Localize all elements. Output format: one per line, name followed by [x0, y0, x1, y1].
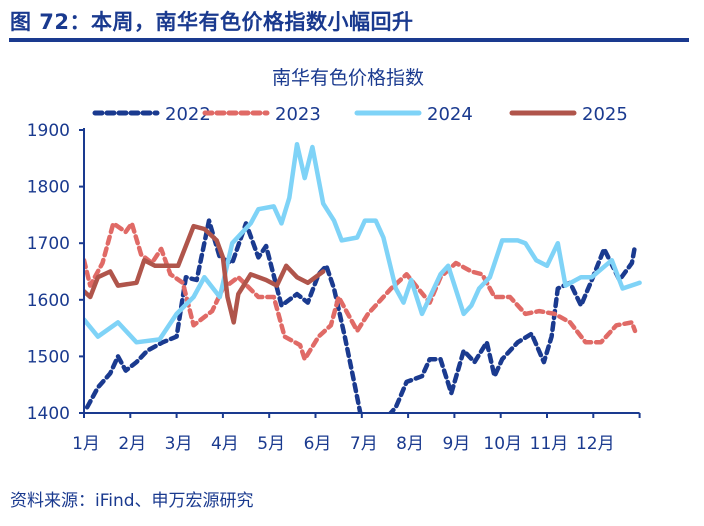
series-line-2024 — [84, 141, 642, 345]
x-tick-label: 3月 — [165, 434, 193, 454]
y-tick-label: 1800 — [27, 178, 70, 198]
source-note: 资料来源：iFind、申万宏源研究 — [10, 491, 254, 511]
y-tick-label: 1700 — [27, 234, 70, 254]
x-tick-label: 9月 — [442, 434, 470, 454]
legend-label-2025: 2025 — [582, 104, 628, 125]
series-line-2025 — [84, 223, 326, 325]
x-tick-label: 1月 — [72, 434, 100, 454]
legend-label-2022: 2022 — [165, 104, 211, 125]
series-line-2022 — [84, 218, 638, 413]
y-tick-label: 1500 — [27, 347, 70, 367]
y-tick-label: 1900 — [27, 121, 70, 141]
x-tick-label: 4月 — [211, 434, 239, 454]
x-tick-label: 12月 — [576, 434, 615, 454]
legend-label-2024: 2024 — [427, 104, 473, 125]
legend: 2022 2023 2024 2025 — [92, 104, 628, 125]
x-tick-label: 6月 — [304, 434, 332, 454]
x-tick-label: 5月 — [257, 434, 285, 454]
series-group — [84, 141, 642, 413]
x-tick-label: 7月 — [350, 434, 378, 454]
title-divider — [9, 38, 689, 42]
x-tick-label: 8月 — [396, 434, 424, 454]
x-tick-label: 10月 — [483, 434, 522, 454]
x-tick-label: 2月 — [118, 434, 146, 454]
y-tick-label: 1600 — [27, 291, 70, 311]
chart-title: 南华有色价格指数 — [272, 67, 424, 89]
y-tick-label: 1400 — [27, 404, 70, 424]
figure-title: 图 72：本周，南华有色价格指数小幅回升 — [10, 10, 414, 34]
legend-label-2023: 2023 — [275, 104, 321, 125]
x-tick-label: 11月 — [530, 434, 569, 454]
axes: 1400 1500 1600 1700 1800 1900 1月 2月 3月 4月 5月 6月 7月 8月… — [27, 121, 641, 454]
